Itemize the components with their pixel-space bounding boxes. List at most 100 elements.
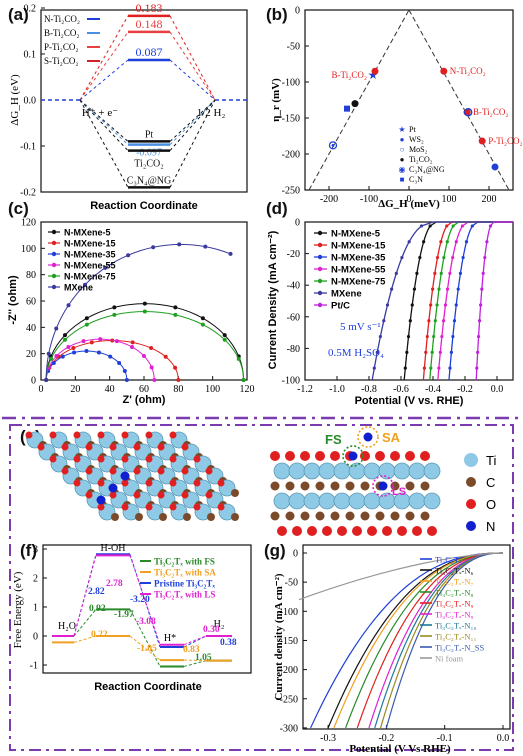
panel-label-g: (g): [264, 541, 286, 560]
panel-f-ytick-label: 2: [33, 574, 38, 585]
panel-c-point: [222, 333, 227, 338]
panel-g-ytick-label: -250: [280, 694, 298, 705]
panel-f-connector: [73, 635, 97, 643]
panel-b-xtick-label: 200: [482, 194, 497, 205]
c-atom: [345, 511, 355, 521]
o-atom: [427, 526, 437, 536]
panel-b-legend-label: C₃N: [409, 175, 423, 184]
panel-f-state: H*: [164, 633, 176, 644]
o-atom: [360, 451, 370, 461]
panel-c-point: [89, 340, 94, 345]
panel-c-point: [54, 354, 59, 359]
panel-g-legend-label: Ti₃C₂Tₓ-N₁₀: [435, 621, 476, 631]
o-atom: [169, 455, 177, 463]
o-atom: [285, 451, 295, 461]
panel-f-connector: [73, 609, 97, 637]
panel-g-xtick-label: -0.3: [320, 733, 336, 744]
o-atom: [375, 451, 385, 461]
panel-d-point: [430, 350, 434, 354]
panel-d-point: [441, 319, 446, 323]
panel-b-legend-marker: ●: [400, 155, 405, 164]
panel-b-point: [463, 107, 473, 117]
panel-d-legend-label: N-MXene-5: [331, 229, 381, 240]
panel-d-ytick-label: -60: [287, 312, 300, 323]
panel-c-ytick-label: 80: [26, 270, 36, 281]
o-atom: [85, 443, 93, 451]
panel-c-point: [112, 312, 117, 317]
panel-d-point: [448, 366, 452, 370]
o-atom: [73, 431, 81, 439]
panel-d-ytick-label: -100: [282, 376, 300, 387]
panel-d-point: [458, 271, 463, 275]
panel-c-xtick-label: 60: [139, 384, 149, 395]
panel-d-point: [445, 240, 449, 244]
o-atom: [37, 443, 45, 451]
panel-b-xlabel: ΔG_H (meV): [378, 198, 440, 210]
o-atom: [121, 431, 129, 439]
panel-a-connector: [169, 99, 216, 151]
panel-g-curve: [385, 552, 504, 729]
panel-d-point: [412, 287, 417, 291]
o-atom: [193, 479, 201, 487]
panel-d-point: [440, 334, 444, 339]
o-atom: [337, 526, 347, 536]
o-atom: [217, 479, 225, 487]
o-atom: [97, 431, 105, 439]
panel-c-ylabel: -Z'' (ohm): [7, 275, 19, 325]
panel-g-ytick-label: 0: [293, 549, 298, 560]
o-atom: [322, 526, 332, 536]
panel-d-point: [424, 350, 428, 354]
panel-f-connector: [183, 660, 207, 667]
panel-d-ytick-label: -80: [287, 344, 300, 355]
o-atom: [292, 526, 302, 536]
ls-site-marker: [372, 475, 394, 497]
o-atom: [121, 455, 129, 463]
panel-d-ytick-label: -20: [287, 249, 300, 260]
panel-c-point: [117, 360, 122, 365]
c-atom: [231, 513, 239, 521]
o-atom: [49, 431, 57, 439]
sa-site-marker: [357, 426, 379, 448]
c-atom: [285, 481, 295, 491]
panel-label-d: (d): [266, 199, 288, 218]
panel-b-volcano-left: [308, 9, 410, 191]
ls-site-label: LS: [392, 486, 406, 498]
ti-atom: [423, 492, 441, 510]
panel-b-point: [478, 137, 486, 145]
panel-d-point: [406, 334, 411, 339]
panel-b-point: [440, 67, 448, 75]
panel-d-point: [378, 334, 382, 339]
panel-f-ytick-label: -1: [30, 661, 38, 672]
panel-f: Free Energy (eV) Reaction Coordinate 3 2 1…: [12, 543, 252, 693]
panel-e-frame: [9, 424, 514, 751]
panel-c-xtick-label: 120: [240, 384, 255, 395]
panel-d-point: [405, 350, 409, 354]
panel-f-legend-label: Ti₃C₂Tₓ with FS: [154, 557, 215, 567]
panel-d-point: [439, 271, 443, 275]
o-atom: [412, 526, 422, 536]
c-atom: [231, 489, 239, 497]
panel-c-xtick-label: 80: [173, 384, 183, 395]
o-atom: [193, 455, 201, 463]
panel-g: Current density (mA cm⁻²) Potential (V V…: [273, 544, 511, 755]
panel-d-point: [442, 255, 446, 260]
panel-b-legend-marker: ★: [398, 125, 405, 134]
panel-d-point: [390, 287, 394, 291]
panel-a-connector: [169, 31, 216, 101]
panel-c-point: [81, 339, 86, 344]
panel-d-xtick-label: -0.6: [393, 384, 409, 395]
panel-d-point: [464, 240, 469, 244]
ti-atom: [273, 462, 291, 480]
e-legend-label: O: [486, 497, 496, 512]
panel-d-xtick-label: -1.0: [329, 384, 345, 395]
panel-d-frame: [304, 221, 514, 381]
panel-d-curve: [422, 221, 513, 381]
panel-a-right-state: 1/2 H₂: [197, 107, 226, 119]
panel-g-ytick-label: -100: [280, 607, 298, 618]
ti-atom: [273, 492, 291, 510]
panel-d-point: [418, 255, 422, 260]
o-atom: [390, 451, 400, 461]
panel-a-ytick-label: 0.1: [24, 50, 37, 61]
panel-d-point: [433, 319, 437, 323]
